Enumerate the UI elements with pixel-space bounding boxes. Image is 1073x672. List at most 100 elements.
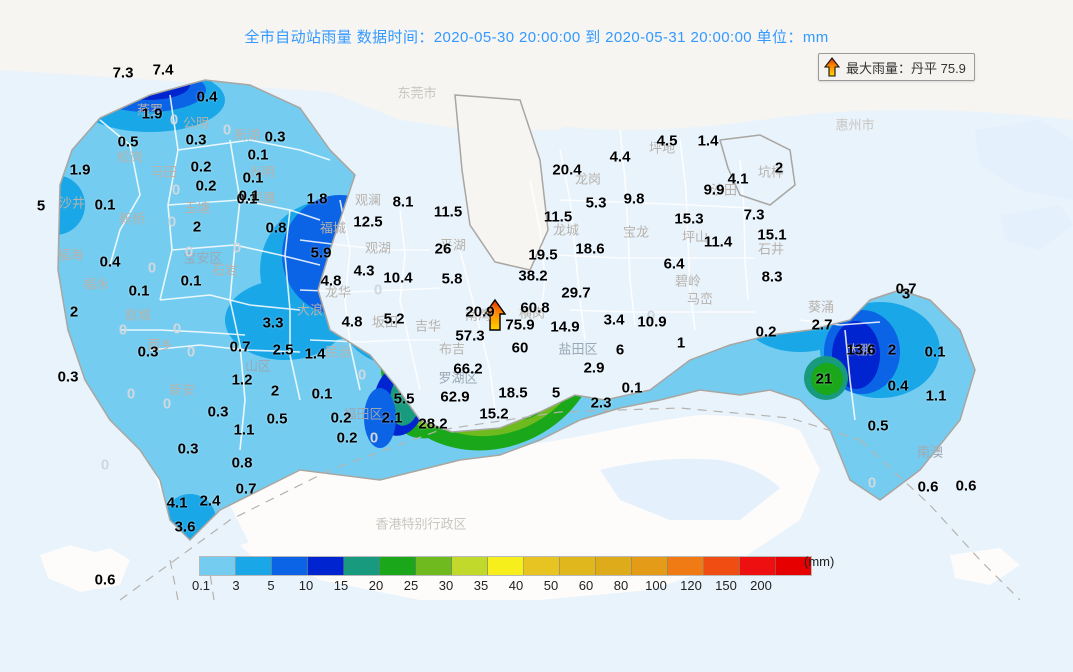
station-value-label: 9.8 (623, 190, 645, 208)
legend-tick-labels: 0.1 3 5 10 15 20 25 30 35 40 50 60 80 100 120 150 200 (192, 578, 812, 596)
zero-value-label: 0 (184, 243, 194, 261)
station-value-label: 10.4 (383, 269, 413, 287)
station-name-label: 福海 (56, 247, 84, 263)
color-scale-legend: 0.1 3 5 10 15 20 25 30 35 40 50 60 80 100 120 150 200 (m… (192, 554, 834, 596)
station-name-label: 福城 (319, 220, 347, 236)
zero-value-label: 0 (147, 259, 157, 277)
station-value-label: 0.1 (238, 187, 260, 205)
legend-tick: 10 (298, 578, 314, 593)
station-value-label: 12.5 (353, 213, 383, 231)
station-value-label: 75.9 (505, 316, 535, 334)
station-value-label: 10.9 (637, 313, 667, 331)
district-name-label: 南澳 (916, 444, 944, 460)
legend-swatch-15 (344, 557, 380, 575)
legend-tick: 30 (438, 578, 454, 593)
legend-swatch-20 (380, 557, 416, 575)
station-value-label: 13.6 (846, 341, 876, 359)
station-name-label: 布吉 (438, 341, 466, 357)
station-value-label: 1.9 (141, 105, 163, 123)
zero-value-label: 0 (369, 429, 379, 447)
station-value-label: 5 (551, 384, 561, 402)
zero-value-label: 0 (169, 111, 179, 129)
neighbor-city-label: 香港特别行政区 (375, 516, 467, 532)
max-rainfall-badge[interactable]: 最大雨量：丹平 75.9 (818, 53, 975, 81)
legend-tick: 15 (333, 578, 349, 593)
station-value-label: 0.6 (955, 477, 977, 495)
surrounding-land (0, 0, 1073, 600)
district-name-label: 山区 (244, 358, 272, 374)
station-value-label: 6 (615, 341, 625, 359)
station-name-label: 新湖 (233, 127, 261, 143)
legend-swatch-30 (452, 557, 488, 575)
station-value-label: 4.4 (609, 148, 631, 166)
zero-value-label: 0 (232, 239, 242, 257)
station-value-label: 1.9 (69, 161, 91, 179)
zero-value-label: 0 (126, 385, 136, 403)
station-name-label: 航城 (124, 307, 152, 323)
station-value-label: 18.5 (498, 384, 528, 402)
station-value-label: 19.5 (528, 246, 558, 264)
station-name-label: 南湾 (464, 307, 492, 323)
station-value-label: 4.3 (353, 262, 375, 280)
station-value-label: 9.9 (703, 181, 725, 199)
district-name-label: 罗湖区 (438, 370, 478, 386)
legend-swatch-80 (632, 557, 668, 575)
station-name-label: 光明 (248, 164, 276, 180)
station-name-label: 龙城 (552, 222, 580, 238)
station-name-label: 石岩 (211, 262, 239, 278)
station-value-label: 0.8 (231, 454, 253, 472)
station-value-label: 4.8 (320, 272, 342, 290)
legend-swatch-5 (272, 557, 308, 575)
station-value-label: 1.4 (697, 132, 719, 150)
legend-swatch-50 (560, 557, 596, 575)
station-value-label: 1.2 (231, 371, 253, 389)
station-value-label: 0.1 (242, 169, 264, 187)
zero-value-label: 0 (186, 343, 196, 361)
station-value-label: 5.2 (383, 310, 405, 328)
station-value-label: 0.5 (867, 417, 889, 435)
zero-value-label: 0 (171, 181, 181, 199)
legend-swatch-25 (416, 557, 452, 575)
legend-swatch-10 (308, 557, 344, 575)
station-name-label: 龙岗 (574, 171, 602, 187)
station-value-label: 0.4 (196, 88, 218, 106)
zero-value-label: 0 (222, 121, 232, 139)
station-value-label: 29.7 (561, 284, 591, 302)
station-value-label: 0.1 (236, 190, 258, 208)
station-value-label: 2 (887, 341, 897, 359)
station-name-label: 大鹏 (846, 342, 874, 358)
station-value-label: 0.3 (207, 403, 229, 421)
station-value-label: 0.1 (247, 146, 269, 164)
station-value-label: 0.3 (264, 128, 286, 146)
station-value-label: 0.2 (190, 158, 212, 176)
station-value-label: 60 (511, 339, 529, 357)
station-value-label: 28.2 (418, 415, 448, 433)
station-name-label: 石井 (757, 241, 785, 257)
legend-swatch-3 (236, 557, 272, 575)
station-value-label: 15.2 (479, 405, 509, 423)
legend-tick: 5 (267, 578, 275, 593)
station-value-label: 20.9 (465, 303, 495, 321)
legend-tick: 3 (232, 578, 240, 593)
legend-tick: 0.1 (191, 578, 211, 593)
legend-swatch-40 (524, 557, 560, 575)
station-name-label: 葵涌 (807, 299, 835, 315)
station-name-label: 观湖 (364, 240, 392, 256)
station-value-label: 4.8 (341, 313, 363, 331)
station-value-label: 5.9 (310, 244, 332, 262)
district-name-label: 宝安区 (183, 250, 223, 266)
station-value-label: 57.3 (455, 327, 485, 345)
station-value-label: 0.1 (94, 196, 116, 214)
station-value-label: 5.5 (393, 390, 415, 408)
station-value-label: 7.3 (743, 206, 765, 224)
station-value-label: 15.3 (674, 210, 704, 228)
station-value-label: 0.1 (924, 343, 946, 361)
station-name-label: 燕罗 (136, 102, 164, 118)
station-value-label: 0.6 (94, 571, 116, 589)
station-value-label: 1.8 (306, 190, 328, 208)
station-value-label: 0.5 (117, 133, 139, 151)
station-value-label: 8.1 (392, 193, 414, 211)
station-name-label: 公明 (182, 115, 210, 131)
station-value-label: 0.2 (755, 323, 777, 341)
legend-tick: 35 (473, 578, 489, 593)
